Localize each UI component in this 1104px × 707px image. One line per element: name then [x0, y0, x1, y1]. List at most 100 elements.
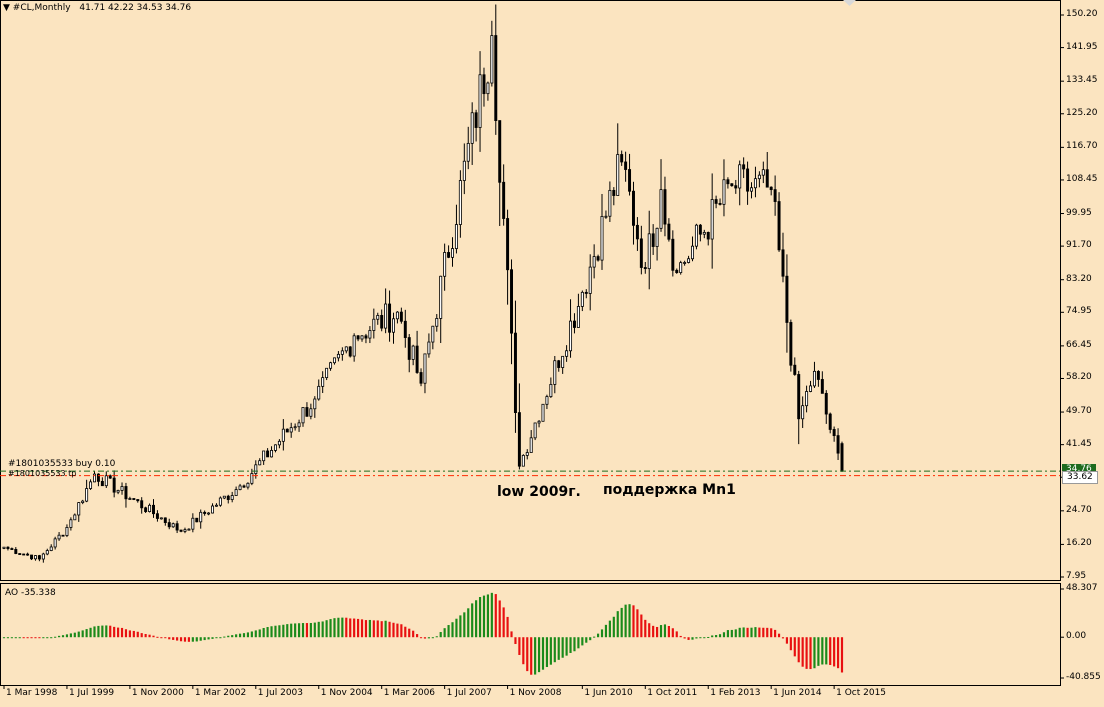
candle-body: [18, 553, 22, 555]
ao-bar: [801, 637, 804, 667]
candle-body: [171, 523, 175, 528]
ao-bar: [187, 637, 190, 642]
ao-bar: [679, 635, 682, 638]
ao-bar: [829, 637, 832, 665]
ao-bar: [61, 635, 65, 638]
candle-body: [596, 256, 600, 261]
ao-bar: [805, 637, 808, 669]
ao-bar: [325, 620, 328, 638]
candle-body: [502, 181, 506, 219]
x-tick-label: 1 Oct 2011: [647, 688, 698, 698]
candle-body: [730, 183, 734, 187]
candle-body: [6, 546, 10, 549]
ao-bar: [305, 623, 309, 638]
ao-bar: [632, 605, 635, 638]
candle-body: [533, 422, 537, 439]
y-tick-label: 99.95: [1066, 207, 1092, 218]
candle-body: [203, 511, 207, 514]
candle-body: [230, 495, 234, 500]
y-tick-label: 16.20: [1066, 538, 1092, 549]
candle-body: [85, 488, 89, 502]
candle-body: [494, 35, 498, 121]
candle-body: [635, 224, 639, 240]
candle-body: [258, 460, 262, 466]
ao-bar: [124, 629, 128, 638]
ao-bar: [656, 626, 659, 638]
price-tag-order: 33.62: [1062, 471, 1098, 484]
ao-bar: [817, 637, 820, 666]
candle-body: [132, 498, 136, 500]
ao-bar: [22, 637, 25, 639]
candle-body: [344, 346, 348, 352]
candle-body: [61, 534, 65, 537]
ao-bar: [620, 607, 623, 638]
candle-body: [384, 303, 388, 329]
candle-body: [458, 180, 462, 225]
candle-body: [179, 529, 183, 532]
ao-bar: [821, 637, 824, 665]
ao-bar: [789, 637, 792, 651]
ao-bar: [459, 615, 462, 638]
ao-bar: [416, 634, 419, 638]
ao-bar: [675, 631, 678, 638]
ao-bar: [715, 635, 718, 638]
candle-body: [655, 227, 659, 247]
ao-bar: [471, 603, 474, 638]
ao-bar: [770, 628, 773, 638]
candle-body: [411, 345, 415, 360]
candle-body: [624, 161, 628, 170]
ao-bar: [6, 637, 10, 639]
candle-body: [785, 275, 789, 323]
candle-body: [340, 350, 344, 355]
ao-bar: [494, 594, 497, 638]
candle-body: [93, 473, 96, 483]
candle-body: [588, 266, 592, 294]
candle-body: [738, 164, 742, 189]
ao-bar: [262, 628, 265, 638]
ao-bar: [97, 625, 100, 638]
dropdown-arrow-icon[interactable]: ▼: [3, 3, 10, 13]
ao-bar: [797, 637, 800, 663]
candle-body: [187, 528, 191, 531]
x-tick-label: 1 Feb 2013: [710, 688, 761, 698]
candle-body: [207, 512, 211, 515]
ao-bar: [282, 624, 285, 638]
ao-bar: [683, 637, 686, 639]
candle-body: [443, 252, 447, 277]
ao-bar: [593, 636, 596, 638]
candle-body: [301, 407, 305, 424]
candle-body: [199, 511, 203, 523]
candle-body: [600, 216, 604, 261]
ao-bar: [412, 630, 415, 638]
candle-body: [104, 475, 108, 487]
candle-body: [242, 485, 246, 488]
candle-body: [159, 517, 163, 520]
candle-body: [691, 245, 694, 260]
candle-body: [108, 475, 112, 479]
ao-bar: [711, 635, 714, 638]
candle-body: [757, 174, 761, 180]
ao-bar: [537, 637, 541, 673]
ao-bar: [274, 625, 277, 638]
ao-bar: [266, 627, 269, 638]
ao-bar: [254, 630, 257, 638]
ao-bar: [376, 620, 379, 638]
ao-bar: [294, 623, 297, 638]
price-pane-frame: [0, 0, 1061, 581]
candle-body: [836, 435, 840, 454]
ao-bar: [364, 620, 368, 638]
y-tick-label: 41.45: [1066, 438, 1092, 449]
candle-body: [356, 335, 360, 340]
candle-body: [89, 481, 93, 489]
y-tick-label: 91.70: [1066, 240, 1092, 251]
ao-bar: [730, 629, 733, 638]
ao-bar: [164, 637, 167, 639]
candle-body: [797, 374, 801, 420]
candle-body: [273, 444, 277, 451]
candle-body: [572, 320, 576, 328]
ao-bar: [117, 627, 120, 638]
candle-body: [65, 527, 69, 536]
candle-body: [793, 364, 797, 375]
